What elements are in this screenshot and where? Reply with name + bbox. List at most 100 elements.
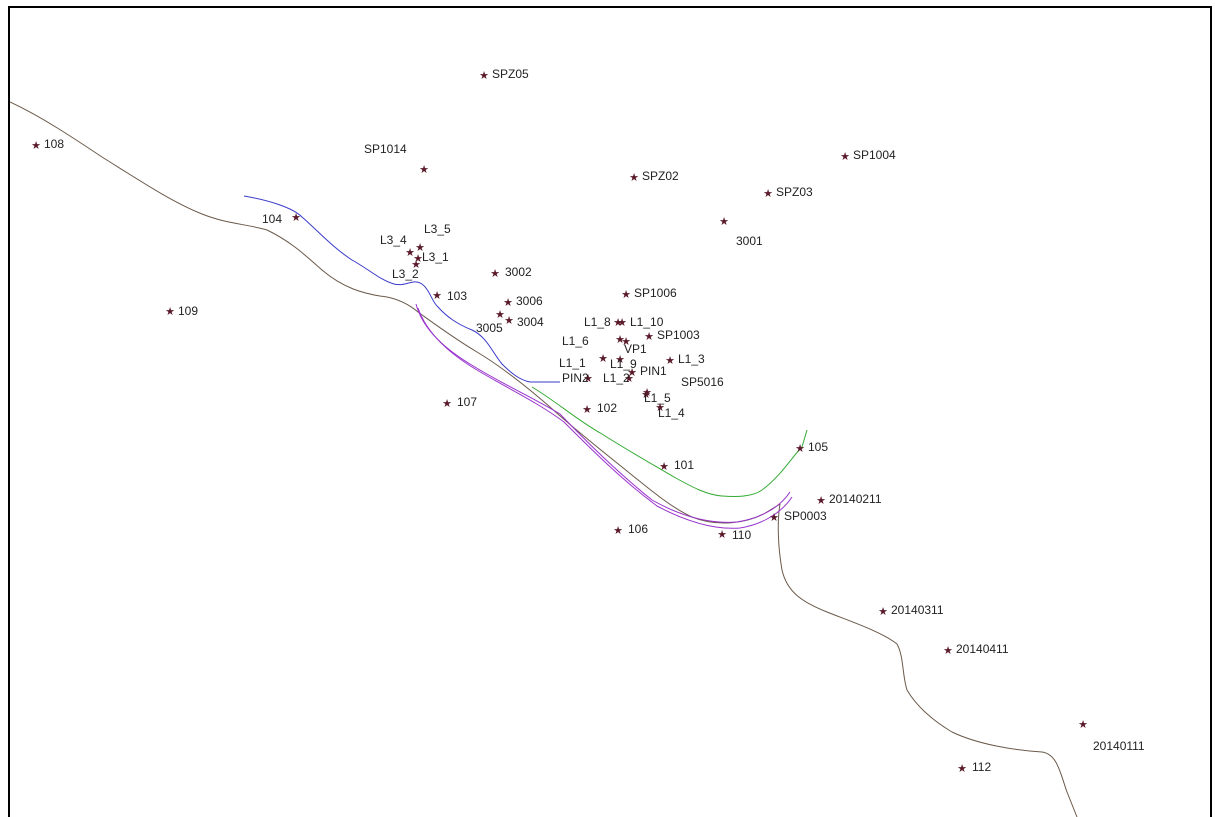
purple-line-outer	[415, 303, 791, 523]
map-point-3001[interactable]: ★ 3001	[719, 215, 763, 248]
map-point-l1_6[interactable]: ★ L1_6	[562, 333, 625, 348]
point-star-icon: ★	[405, 246, 415, 259]
map-canvas[interactable]: ★ 108★ SPZ05★SP1014★ SPZ02★ SP1004★ SPZ03★300…	[10, 8, 1212, 817]
point-label: PIN1	[640, 364, 667, 378]
map-point-104[interactable]: ★ 104	[262, 211, 301, 226]
map-point-spz05[interactable]: ★ SPZ05	[479, 67, 529, 82]
map-point-20140211[interactable]: ★ 20140211	[816, 492, 882, 507]
point-label: SP1004	[853, 148, 896, 162]
map-point-20140411[interactable]: ★ 20140411	[943, 642, 1009, 657]
point-star-icon: ★	[816, 494, 826, 507]
map-point-l3_1[interactable]: ★ L3_1	[413, 250, 449, 265]
map-point-107[interactable]: ★ 107	[442, 395, 477, 410]
point-star-icon: ★	[613, 316, 623, 329]
map-point-l1_9[interactable]: ★L1_9	[610, 353, 637, 371]
map-point-sp1004[interactable]: ★ SP1004	[840, 148, 896, 163]
point-star-icon: ★	[615, 353, 625, 366]
map-point-pin2[interactable]: ★PIN2	[562, 371, 593, 385]
point-star-icon: ★	[795, 442, 805, 455]
point-label: 103	[447, 289, 467, 303]
point-star-icon: ★	[495, 308, 505, 321]
point-star-icon: ★	[165, 305, 175, 318]
point-star-icon: ★	[1078, 718, 1088, 731]
point-label: 108	[44, 137, 64, 151]
map-point-20140311[interactable]: ★ 20140311	[878, 603, 944, 618]
map-point-spz02[interactable]: ★ SPZ02	[629, 169, 679, 184]
point-label: L3_4	[380, 233, 407, 247]
map-point-sp0003[interactable]: ★ SP0003	[769, 509, 827, 524]
map-point-105[interactable]: ★ 105	[795, 440, 828, 455]
map-point-20140111[interactable]: ★ 20140111	[1078, 718, 1145, 753]
map-point-sp5016[interactable]: ★ SP5016	[642, 375, 724, 399]
map-point-l1_3[interactable]: ★ L1_3	[665, 352, 705, 367]
point-label: 107	[457, 395, 477, 409]
map-point-3002[interactable]: ★ 3002	[490, 265, 532, 280]
point-star-icon: ★	[943, 644, 953, 657]
point-label: 112	[972, 760, 991, 774]
green-line	[531, 386, 808, 497]
map-point-102[interactable]: ★ 102	[582, 401, 617, 416]
point-label: 20140411	[956, 642, 1009, 656]
point-label: SP1006	[634, 286, 677, 300]
point-star-icon: ★	[641, 388, 651, 401]
point-star-icon: ★	[627, 366, 637, 379]
map-point-108[interactable]: ★ 108	[31, 137, 64, 152]
map-frame: ★ 108 ★ SPZ05 ★ SP1014 ★ SPZ02 ★ SP1004 ★ SPZ03 ★ 300…	[8, 6, 1212, 817]
map-point-110[interactable]: ★ 110	[717, 528, 751, 542]
map-point-l1_1[interactable]: ★ L1_1	[559, 352, 608, 370]
map-point-l1_4[interactable]: ★L1_4	[655, 401, 685, 420]
map-point-l1_10[interactable]: ★ L1_10	[617, 315, 664, 329]
map-point-103[interactable]: ★ 103	[432, 289, 467, 303]
point-star-icon: ★	[642, 386, 652, 399]
map-point-vp1[interactable]: ★VP1	[621, 335, 647, 356]
map-point-109[interactable]: ★ 109	[165, 304, 198, 318]
map-point-3005[interactable]: ★3005	[476, 308, 505, 335]
boundary-line-lower	[777, 503, 1078, 817]
map-point-106[interactable]: ★ 106	[613, 522, 648, 537]
point-label: L1_8	[584, 315, 611, 329]
point-label: L1_3	[678, 352, 705, 366]
point-label: 20140111	[1093, 739, 1145, 753]
blue-line	[243, 195, 560, 383]
map-point-112[interactable]: ★ 112	[957, 760, 991, 775]
point-star-icon: ★	[490, 267, 500, 280]
point-star-icon: ★	[504, 314, 514, 327]
point-label: L3_2	[392, 267, 419, 281]
map-point-sp1006[interactable]: ★ SP1006	[621, 286, 677, 301]
point-star-icon: ★	[621, 288, 631, 301]
point-star-icon: ★	[291, 211, 301, 224]
point-label: 20140211	[829, 492, 882, 506]
point-label: PIN2	[562, 371, 589, 385]
point-star-icon: ★	[719, 215, 729, 228]
point-star-icon: ★	[442, 397, 452, 410]
point-star-icon: ★	[655, 401, 665, 414]
map-point-l3_2[interactable]: ★L3_2	[392, 258, 421, 281]
point-label: L3_5	[424, 222, 451, 236]
map-point-3004[interactable]: ★ 3004	[504, 314, 544, 329]
point-star-icon: ★	[432, 289, 442, 302]
map-point-sp1014[interactable]: ★ SP1014	[364, 142, 429, 176]
point-label: SP0003	[784, 509, 827, 523]
point-label: 3002	[505, 265, 532, 279]
point-label: 110	[732, 528, 751, 542]
map-point-pin1[interactable]: ★ PIN1	[627, 364, 667, 379]
map-point-l1_2[interactable]: ★L1_2	[603, 371, 634, 385]
map-point-sp1003[interactable]: ★ SP1003	[644, 328, 700, 343]
point-label: SPZ02	[642, 169, 679, 183]
point-star-icon: ★	[617, 316, 627, 329]
map-point-l1_8[interactable]: ★L1_8	[584, 315, 623, 329]
point-label: SP5016	[681, 375, 724, 389]
map-point-l3_5[interactable]: ★ L3_5	[415, 222, 451, 254]
point-star-icon: ★	[644, 330, 654, 343]
map-point-spz03[interactable]: ★ SPZ03	[763, 185, 813, 200]
point-label: 106	[628, 522, 648, 536]
map-point-3006[interactable]: ★ 3006	[503, 294, 543, 309]
point-label: 3001	[736, 234, 763, 248]
point-star-icon: ★	[717, 528, 727, 541]
point-star-icon: ★	[419, 163, 429, 176]
point-label: 3006	[516, 294, 543, 308]
map-point-l1_5[interactable]: ★L1_5	[641, 388, 671, 405]
point-star-icon: ★	[598, 352, 608, 365]
map-point-l3_4[interactable]: ★L3_4	[380, 233, 415, 259]
map-point-101[interactable]: ★ 101	[659, 458, 694, 473]
